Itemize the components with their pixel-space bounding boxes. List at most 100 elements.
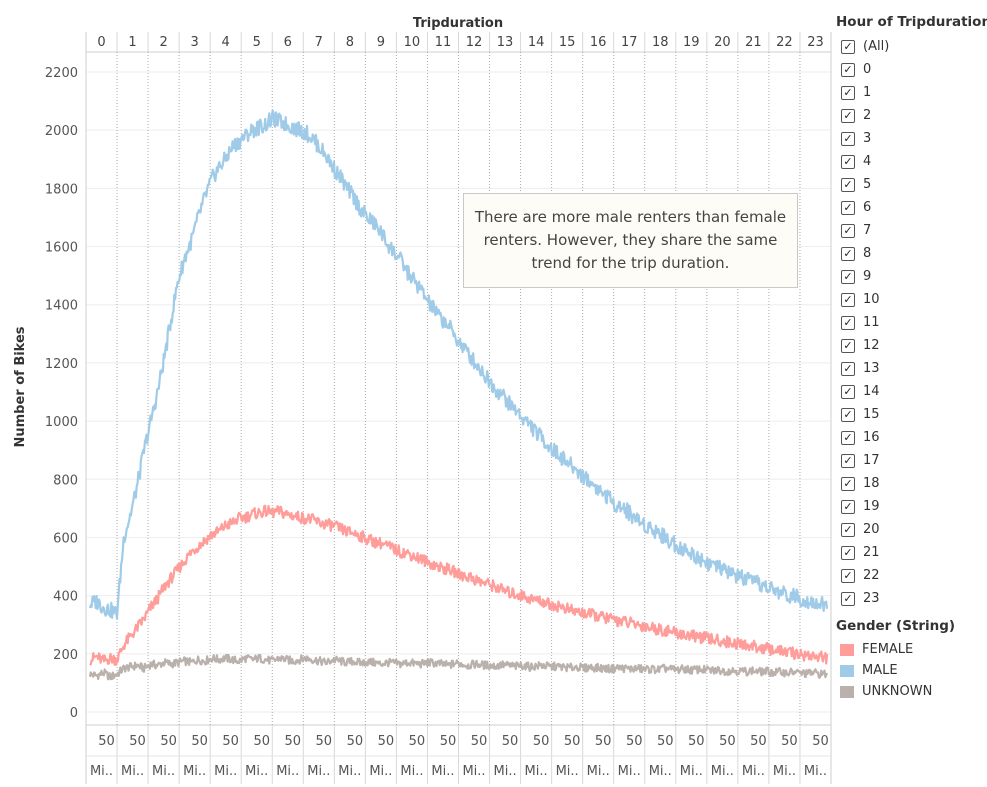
checkbox[interactable]: ✓ <box>841 108 855 123</box>
checkbox[interactable]: ✓ <box>841 223 855 238</box>
checkbox[interactable]: ✓ <box>841 246 855 261</box>
filter-item-12[interactable]: ✓ 11 <box>841 311 986 334</box>
legend-item-female[interactable]: FEMALE <box>840 639 986 660</box>
filter-item-13[interactable]: ✓ 12 <box>841 334 986 357</box>
filter-item-2[interactable]: ✓ 1 <box>841 81 986 104</box>
bottom-tick-label: 50 <box>719 734 736 749</box>
filter-item-0[interactable]: ✓ (All) <box>841 35 986 58</box>
panel-label-8: 8 <box>346 35 354 50</box>
checkbox[interactable]: ✓ <box>841 453 855 468</box>
filter-label: 13 <box>863 361 880 376</box>
legend-item-male[interactable]: MALE <box>840 660 986 681</box>
bottom-tick-label: 50 <box>191 734 208 749</box>
filter-item-17[interactable]: ✓ 16 <box>841 426 986 449</box>
y-tick-400: 400 <box>53 590 78 605</box>
filter-label: 2 <box>863 108 872 123</box>
series-layer <box>88 109 829 681</box>
bottom-tick-label: 50 <box>222 734 239 749</box>
panel-label-23: 23 <box>807 35 824 50</box>
bottom-row-label: Mi.. <box>680 764 703 779</box>
y-tick-600: 600 <box>53 531 78 546</box>
filter-label: 9 <box>863 269 872 284</box>
y-tick-2200: 2200 <box>45 66 78 81</box>
checkbox[interactable]: ✓ <box>841 430 855 445</box>
legend-item-unknown[interactable]: UNKNOWN <box>840 681 986 702</box>
filter-item-5[interactable]: ✓ 4 <box>841 150 986 173</box>
filter-label: 11 <box>863 315 880 330</box>
y-tick-1200: 1200 <box>45 357 78 372</box>
checkbox[interactable]: ✓ <box>841 269 855 284</box>
filter-label: 23 <box>863 591 880 606</box>
checkbox[interactable]: ✓ <box>841 568 855 583</box>
checkbox[interactable]: ✓ <box>841 315 855 330</box>
filter-item-21[interactable]: ✓ 20 <box>841 518 986 541</box>
checkbox[interactable]: ✓ <box>841 131 855 146</box>
checkbox[interactable]: ✓ <box>841 62 855 77</box>
panel-label-4: 4 <box>222 35 230 50</box>
filter-item-7[interactable]: ✓ 6 <box>841 196 986 219</box>
bottom-tick-label: 50 <box>750 734 767 749</box>
filter-label: 10 <box>863 292 880 307</box>
bottom-row-label: Mi.. <box>431 764 454 779</box>
legend-swatch <box>840 685 854 698</box>
bottom-row-label: Mi.. <box>525 764 548 779</box>
filter-item-14[interactable]: ✓ 13 <box>841 357 986 380</box>
bottom-row-label: Mi.. <box>804 764 827 779</box>
panel-label-6: 6 <box>284 35 292 50</box>
filter-item-24[interactable]: ✓ 23 <box>841 587 986 610</box>
gender-legend-title: Gender (String) <box>836 618 956 634</box>
filter-item-1[interactable]: ✓ 0 <box>841 58 986 81</box>
panel-label-18: 18 <box>652 35 669 50</box>
checkbox[interactable]: ✓ <box>841 545 855 560</box>
panel-label-19: 19 <box>683 35 700 50</box>
bottom-row-label: Mi.. <box>214 764 237 779</box>
checkbox[interactable]: ✓ <box>841 522 855 537</box>
filter-item-3[interactable]: ✓ 2 <box>841 104 986 127</box>
bottom-row-label: Mi.. <box>152 764 175 779</box>
filter-item-19[interactable]: ✓ 18 <box>841 472 986 495</box>
bottom-axis-ticks: 50 Mi.. 50 Mi.. 50 Mi.. 50 Mi.. 50 Mi.. 50 Mi.. 50 Mi… <box>86 734 831 779</box>
checkbox[interactable]: ✓ <box>841 591 855 606</box>
legend-swatch <box>840 643 854 656</box>
filter-item-18[interactable]: ✓ 17 <box>841 449 986 472</box>
checkbox[interactable]: ✓ <box>841 292 855 307</box>
bottom-tick-label: 50 <box>378 734 395 749</box>
filter-item-9[interactable]: ✓ 8 <box>841 242 986 265</box>
checkbox[interactable]: ✓ <box>841 361 855 376</box>
checkbox[interactable]: ✓ <box>841 177 855 192</box>
checkbox[interactable]: ✓ <box>841 407 855 422</box>
filter-item-16[interactable]: ✓ 15 <box>841 403 986 426</box>
filter-item-22[interactable]: ✓ 21 <box>841 541 986 564</box>
filter-item-6[interactable]: ✓ 5 <box>841 173 986 196</box>
panel-label-2: 2 <box>159 35 167 50</box>
filter-item-15[interactable]: ✓ 14 <box>841 380 986 403</box>
checkbox[interactable]: ✓ <box>841 476 855 491</box>
checkbox[interactable]: ✓ <box>841 200 855 215</box>
checkbox[interactable]: ✓ <box>841 85 855 100</box>
checkbox[interactable]: ✓ <box>841 338 855 353</box>
filter-item-11[interactable]: ✓ 10 <box>841 288 986 311</box>
filter-item-20[interactable]: ✓ 19 <box>841 495 986 518</box>
checkbox[interactable]: ✓ <box>841 39 855 54</box>
series-line-unknown <box>88 653 829 681</box>
checkbox[interactable]: ✓ <box>841 384 855 399</box>
filter-item-4[interactable]: ✓ 3 <box>841 127 986 150</box>
bottom-row-label: Mi.. <box>711 764 734 779</box>
filter-item-23[interactable]: ✓ 22 <box>841 564 986 587</box>
panel-label-17: 17 <box>621 35 638 50</box>
checkbox[interactable]: ✓ <box>841 499 855 514</box>
filter-label: 5 <box>863 177 872 192</box>
panel-dividers <box>85 32 832 784</box>
bottom-tick-label: 50 <box>502 734 519 749</box>
filter-item-10[interactable]: ✓ 9 <box>841 265 986 288</box>
panel-label-15: 15 <box>559 35 576 50</box>
bottom-row-label: Mi.. <box>276 764 299 779</box>
y-tick-1600: 1600 <box>45 241 78 256</box>
filter-item-8[interactable]: ✓ 7 <box>841 219 986 242</box>
checkbox[interactable]: ✓ <box>841 154 855 169</box>
panel-label-22: 22 <box>776 35 793 50</box>
filter-label: 14 <box>863 384 880 399</box>
bottom-tick-label: 50 <box>533 734 550 749</box>
bottom-row-label: Mi.. <box>338 764 361 779</box>
filter-title: Hour of Tripduration <box>836 14 987 30</box>
